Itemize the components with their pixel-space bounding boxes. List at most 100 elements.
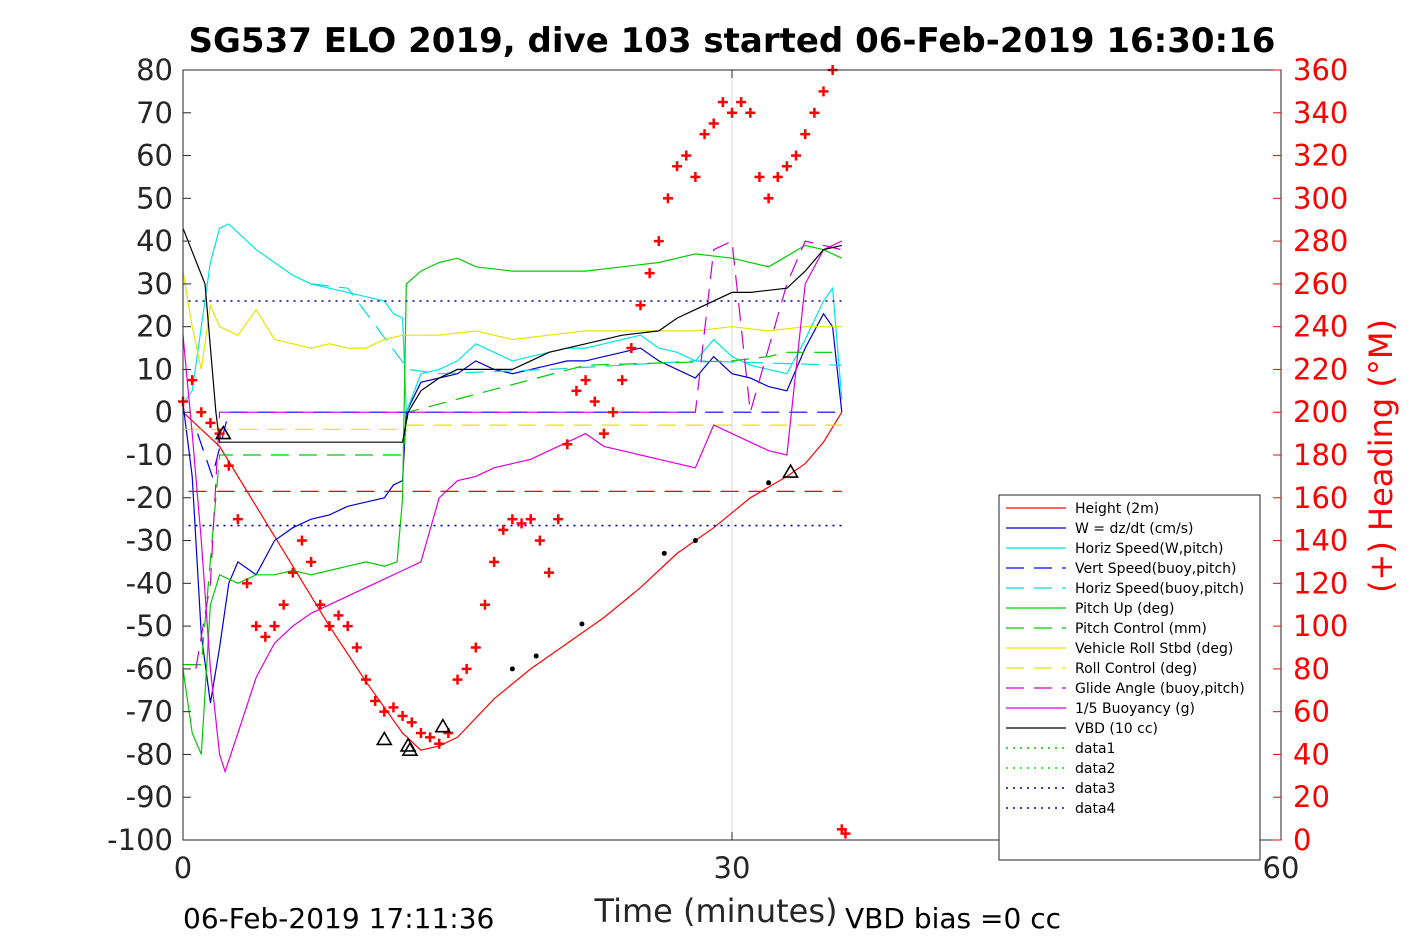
heading-point [818, 86, 829, 97]
marker-layer [214, 425, 799, 756]
y-tick-label: 40 [136, 224, 173, 258]
heading-point [379, 706, 390, 717]
heading-point [525, 514, 536, 525]
y-tick-label: 80 [136, 53, 173, 87]
right-y-tick-label: 160 [1293, 481, 1348, 515]
x-tick-label: 60 [1263, 851, 1300, 885]
triangle-marker [401, 741, 419, 756]
heading-point [772, 171, 783, 182]
heading-point [672, 161, 683, 172]
heading-point [278, 599, 289, 610]
x-axis-label: Time (minutes) [594, 892, 838, 930]
heading-point [187, 375, 198, 386]
y-tick-label: -80 [126, 737, 173, 771]
right-y-tick-label: 280 [1293, 224, 1348, 258]
heading-point [470, 642, 481, 653]
right-y-axis-label: (+) Heading (°M) [1362, 319, 1400, 593]
dot-marker [509, 666, 515, 672]
y-tick-label: -30 [126, 524, 173, 558]
heading-point [690, 171, 701, 182]
legend-entry: data4 [1075, 801, 1116, 817]
y-tick-label: 20 [136, 310, 173, 344]
right-y-tick-label: 300 [1293, 181, 1348, 215]
y-tick-label: 70 [136, 96, 173, 130]
heading-point [598, 428, 609, 439]
series-line-vspeed_buoy [197, 411, 842, 479]
y-tick-label: -10 [126, 438, 173, 472]
heading-point [425, 732, 436, 743]
heading-point [260, 631, 271, 642]
heading-point [754, 171, 765, 182]
heading-point [617, 375, 628, 386]
chart-title: SG537 ELO 2019, dive 103 started 06-Feb-… [189, 21, 1276, 61]
series-line-pitch_ctrl [183, 351, 842, 666]
right-y-tick-label: 340 [1293, 96, 1348, 130]
series-layer [182, 223, 843, 774]
heading-point [287, 567, 298, 578]
legend-entry: Pitch Control (mm) [1075, 621, 1207, 637]
heading-point [342, 621, 353, 632]
right-y-tick-label: 0 [1293, 823, 1311, 857]
heading-point [653, 236, 664, 247]
y-tick-label: -50 [126, 609, 173, 643]
heading-point [489, 556, 500, 567]
legend-entry: data2 [1075, 761, 1115, 777]
heading-point [736, 97, 747, 108]
heading-point [635, 300, 646, 311]
heading-point [708, 118, 719, 129]
legend-entry: data1 [1075, 741, 1115, 757]
triangle-marker [214, 425, 232, 440]
x-tick-label: 30 [714, 851, 751, 885]
legend-entry: 1/5 Buoyancy (g) [1075, 701, 1195, 717]
heading-point [699, 129, 710, 140]
series-line-pitch [182, 244, 843, 755]
heading-point [717, 97, 728, 108]
heading-point [452, 674, 463, 685]
footer-vbd-bias: VBD bias =0 cc [845, 902, 1061, 935]
heading-point [388, 702, 399, 713]
heading-point [269, 621, 280, 632]
heading-point [461, 663, 472, 674]
y-tick-label: 10 [136, 352, 173, 386]
heading-point [296, 535, 307, 546]
series-line-glide [195, 240, 842, 670]
right-y-tick-label: 260 [1293, 267, 1348, 301]
heading-point [809, 107, 820, 118]
heading-point [361, 674, 371, 685]
triangle-marker [782, 463, 799, 478]
heading-point [763, 193, 774, 204]
legend-entry: Glide Angle (buoy,pitch) [1075, 681, 1245, 697]
y-tick-label: -20 [126, 481, 173, 515]
dot-marker [579, 621, 585, 627]
heading-point [205, 417, 216, 428]
heading-point [745, 107, 756, 118]
heading-point [727, 107, 737, 118]
legend-entry: Vert Speed(buoy,pitch) [1075, 561, 1237, 577]
y-tick-label: -100 [107, 823, 173, 857]
legend-entry: Vehicle Roll Stbd (deg) [1075, 641, 1233, 657]
legend-entry: VBD (10 cc) [1075, 721, 1158, 737]
legend-entry: data3 [1075, 781, 1115, 797]
series-line-roll_ctrl [183, 424, 842, 430]
heading-point [562, 439, 573, 450]
heading-point [534, 535, 545, 546]
heading-point [791, 150, 802, 161]
heading-point [306, 556, 317, 567]
heading-point [333, 610, 344, 621]
right-y-tick-label: 100 [1293, 609, 1348, 643]
heading-point [626, 343, 637, 354]
series-line-roll [182, 271, 842, 370]
heading-point [553, 514, 564, 525]
dot-marker [766, 480, 772, 486]
right-y-tick-label: 360 [1293, 53, 1348, 87]
footer-timestamp: 06-Feb-2019 17:11:36 [183, 902, 494, 935]
heading-point [644, 268, 655, 279]
heading-point [516, 518, 527, 529]
heading-point [397, 710, 408, 721]
heading-point [681, 150, 692, 161]
heading-point [223, 460, 234, 471]
heading-point [781, 161, 792, 172]
legend-entry: Roll Control (deg) [1075, 661, 1197, 677]
right-y-tick-label: 180 [1293, 438, 1348, 472]
